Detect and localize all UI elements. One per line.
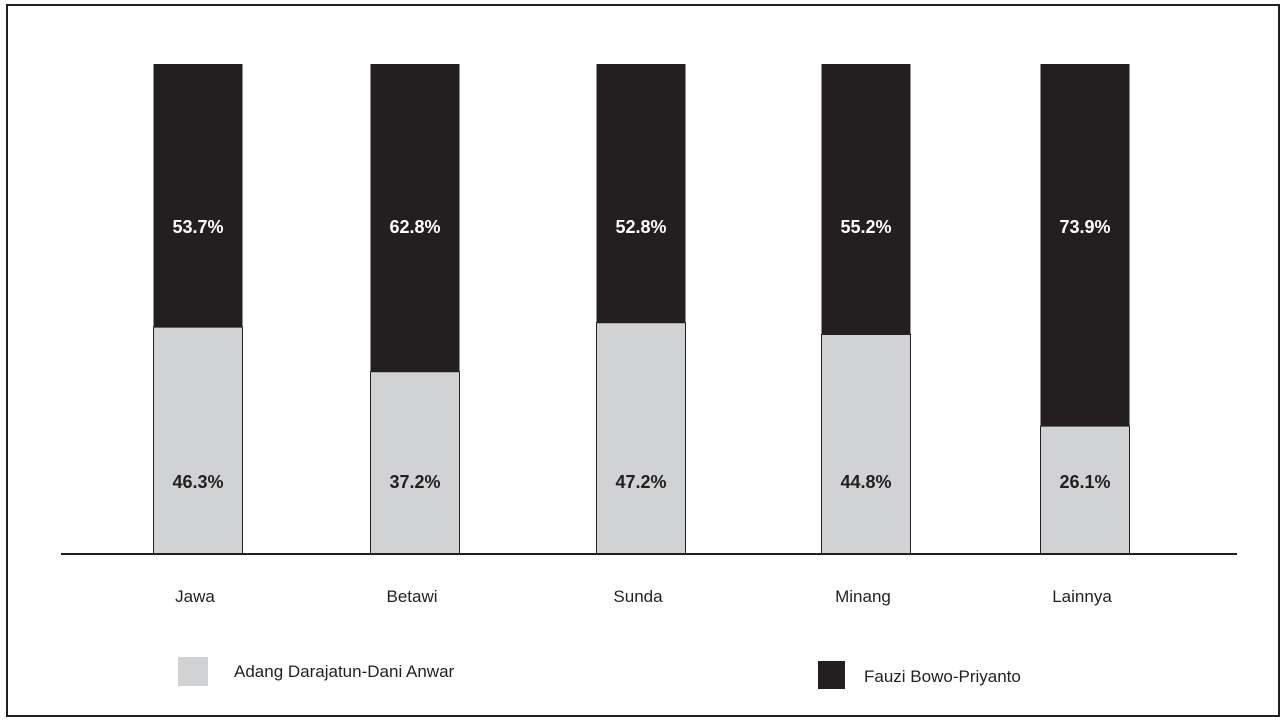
x-tick-labels: Jawa Betawi Sunda Minang Lainnya	[175, 587, 1112, 606]
bar-adang-minang	[821, 333, 911, 555]
bar-fauzi-sunda	[596, 64, 686, 323]
data-label-fauzi-lainnya: 73.9%	[1059, 217, 1110, 237]
bar-adang-jawa	[153, 326, 243, 555]
legend-label-fauzi: Fauzi Bowo-Priyanto	[864, 667, 1021, 686]
x-tick-label-minang: Minang	[835, 587, 891, 606]
bar-fauzi-jawa	[153, 64, 243, 328]
data-label-adang-jawa: 46.3%	[172, 472, 223, 492]
x-tick-label-lainnya: Lainnya	[1052, 587, 1112, 606]
legend: Adang Darajatun-Dani Anwar Fauzi Bowo-Pr…	[178, 657, 1021, 689]
legend-swatch-adang	[178, 657, 208, 686]
data-label-adang-minang: 44.8%	[840, 472, 891, 492]
bar-adang-sunda	[596, 322, 686, 555]
data-label-fauzi-jawa: 53.7%	[172, 217, 223, 237]
data-label-fauzi-betawi: 62.8%	[389, 217, 440, 237]
data-label-adang-sunda: 47.2%	[615, 472, 666, 492]
bar-fauzi-betawi	[370, 64, 460, 372]
legend-swatch-fauzi	[818, 661, 845, 689]
bars-group: 46.3% 53.7% 37.2% 62.8% 47.2% 52.8% 44.8% 55.2%…	[153, 64, 1130, 555]
x-tick-label-betawi: Betawi	[386, 587, 437, 606]
legend-label-adang: Adang Darajatun-Dani Anwar	[234, 662, 455, 681]
data-label-adang-betawi: 37.2%	[389, 472, 440, 492]
bar-fauzi-lainnya	[1040, 64, 1130, 427]
bar-fauzi-minang	[821, 64, 911, 335]
data-label-adang-lainnya: 26.1%	[1059, 472, 1110, 492]
bar-adang-betawi	[370, 371, 460, 555]
data-label-fauzi-minang: 55.2%	[840, 217, 891, 237]
data-label-fauzi-sunda: 52.8%	[615, 217, 666, 237]
x-tick-label-sunda: Sunda	[613, 587, 663, 606]
x-tick-label-jawa: Jawa	[175, 587, 215, 606]
